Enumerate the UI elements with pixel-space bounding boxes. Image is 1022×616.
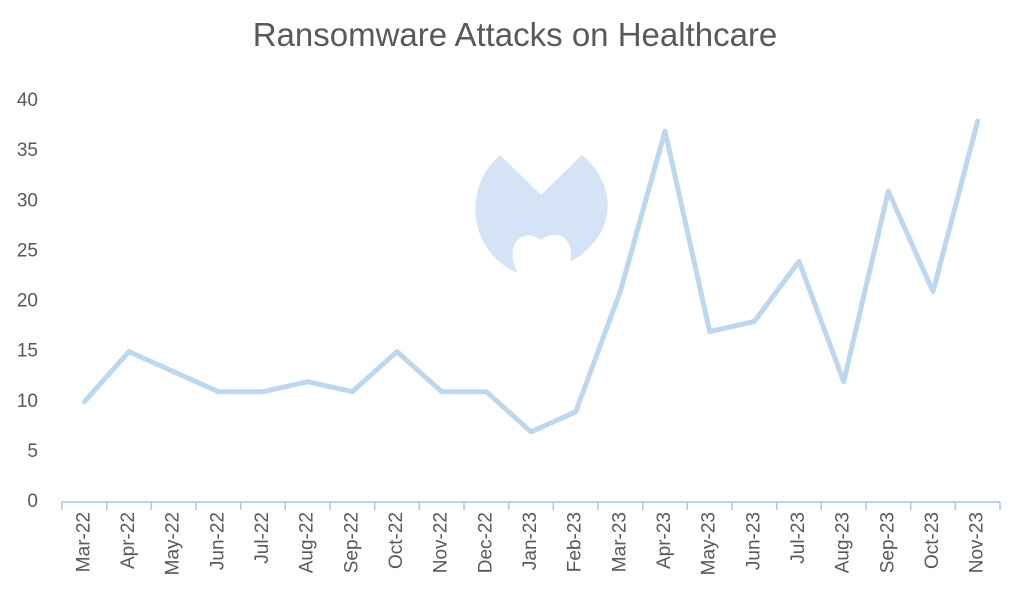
x-tick-label: Dec-22 — [475, 512, 496, 573]
x-tick-label: May-22 — [163, 512, 184, 575]
x-tick-label: Aug-23 — [833, 512, 854, 573]
x-tick-label: Nov-23 — [967, 512, 988, 573]
x-tick-label: May-23 — [699, 512, 720, 575]
x-tick-label: Mar-23 — [609, 512, 630, 572]
x-tick-label: Nov-22 — [431, 512, 452, 573]
chart-title: Ransomware Attacks on Healthcare — [253, 16, 778, 53]
y-tick-label: 20 — [17, 291, 38, 312]
x-tick-label: Apr-23 — [654, 512, 675, 569]
x-tick-label: Jun-23 — [743, 512, 764, 570]
x-tick-label: Oct-23 — [922, 512, 943, 569]
y-tick-label: 15 — [17, 341, 38, 362]
x-tick-label: Sep-23 — [877, 512, 898, 573]
y-tick-label: 5 — [27, 441, 38, 462]
x-tick-label: Jul-23 — [788, 512, 809, 564]
x-tick-label: Oct-22 — [386, 512, 407, 569]
y-tick-label: 0 — [27, 491, 38, 512]
y-tick-label: 30 — [17, 190, 38, 211]
watermark-logo — [475, 155, 608, 273]
x-tick-label: Jan-23 — [520, 512, 541, 570]
x-tick-label: Apr-22 — [118, 512, 139, 569]
x-tick-label: Feb-23 — [565, 512, 586, 572]
y-tick-label: 35 — [17, 140, 38, 161]
data-line — [81, 118, 981, 435]
x-tick-label: Jun-22 — [207, 512, 228, 570]
y-tick-label: 40 — [17, 90, 38, 111]
y-tick-label: 25 — [17, 240, 38, 261]
x-tick-label: Aug-22 — [297, 512, 318, 573]
x-tick-label: Jul-22 — [252, 512, 273, 564]
x-tick-label: Sep-22 — [341, 512, 362, 573]
y-tick-label: 10 — [17, 391, 38, 412]
x-tick-label: Mar-22 — [73, 512, 94, 572]
